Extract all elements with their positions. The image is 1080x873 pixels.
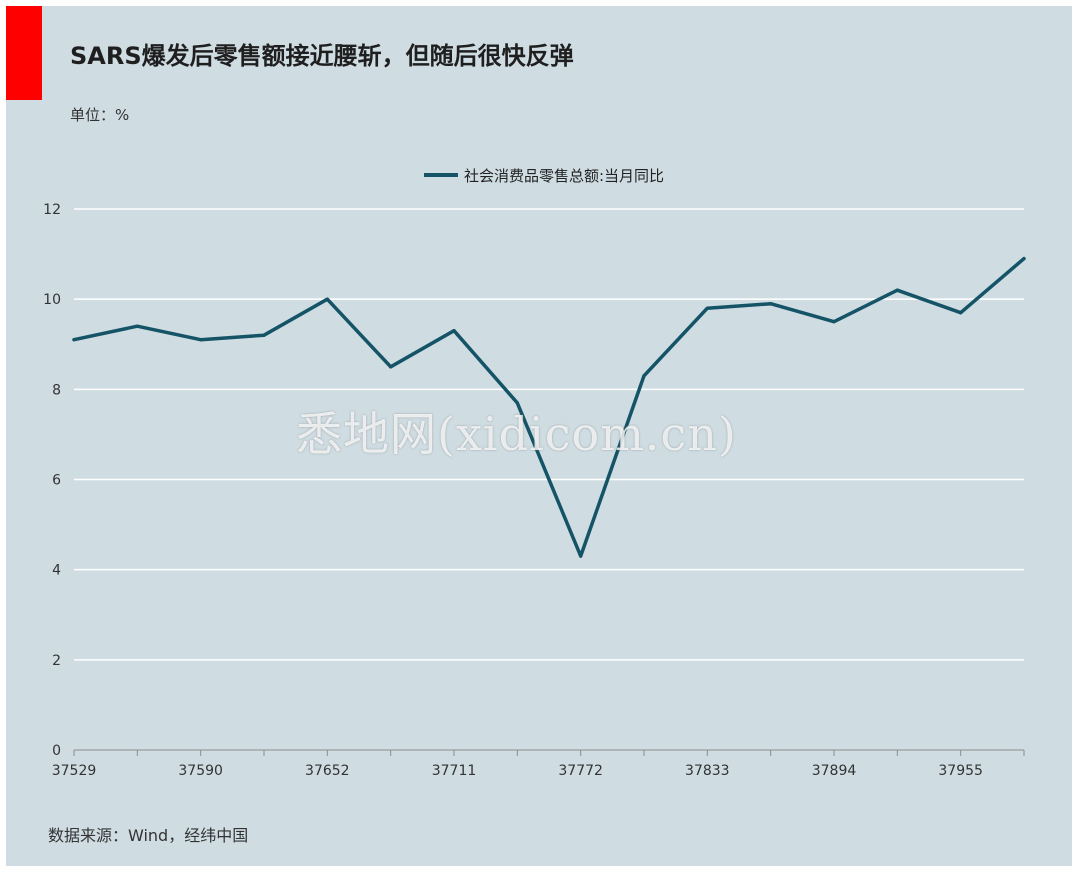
x-tick-label: 37955 (938, 763, 983, 779)
data-point (769, 302, 773, 306)
y-tick-label: 8 (52, 382, 61, 398)
data-point (72, 338, 76, 342)
y-tick-label: 6 (52, 473, 61, 489)
data-point (515, 401, 519, 405)
data-point (895, 288, 899, 292)
data-point (452, 329, 456, 333)
watermark: 悉地网(xidicom.cn) (296, 407, 737, 461)
chart-panel (6, 6, 1072, 866)
y-tick-label: 0 (52, 743, 61, 759)
grid-layer (74, 208, 1024, 661)
data-point (642, 374, 646, 378)
unit-label: 单位：% (70, 106, 130, 124)
x-tick-label: 37711 (432, 763, 477, 779)
accent-block (6, 6, 42, 100)
y-tick-label: 10 (43, 292, 61, 308)
data-point (389, 365, 393, 369)
data-point (959, 311, 963, 315)
y-tick-label: 2 (52, 653, 61, 669)
data-point (1022, 256, 1026, 261)
x-tick-label: 37652 (305, 763, 350, 779)
data-point (199, 338, 203, 342)
series-line (72, 256, 1026, 558)
data-point (325, 297, 329, 301)
series-layer (72, 256, 1026, 558)
data-point (832, 320, 836, 324)
x-tick-label: 37529 (52, 763, 97, 779)
axis-layer: 0 2 4 6 8 10 12 37529 37590 37652 37711 37772 37833 3… (43, 202, 1025, 779)
legend-label: 社会消费品零售总额:当月同比 (464, 166, 665, 185)
data-point (135, 324, 139, 328)
x-tick-label: 37894 (812, 763, 857, 779)
x-tick-label: 37833 (685, 763, 730, 779)
y-tick-label: 4 (52, 563, 61, 579)
data-point (262, 333, 266, 337)
x-tick-label: 37772 (558, 763, 603, 779)
data-point (705, 306, 709, 310)
y-tick-label: 12 (43, 202, 61, 218)
chart-title: SARS爆发后零售额接近腰斩，但随后很快反弹 (70, 42, 574, 70)
x-tick-label: 37590 (178, 763, 223, 779)
legend-swatch (424, 173, 458, 177)
data-point (579, 554, 583, 558)
source-note: 数据来源：Wind，经纬中国 (48, 826, 249, 845)
legend: 社会消费品零售总额:当月同比 (424, 164, 664, 186)
